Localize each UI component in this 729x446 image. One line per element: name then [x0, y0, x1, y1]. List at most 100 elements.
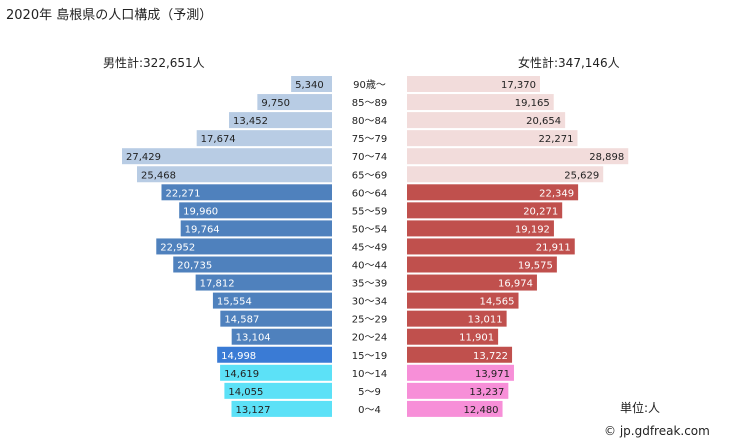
male-total-label: 男性計:322,651人 — [103, 56, 205, 70]
female-value-label: 13,722 — [473, 351, 508, 362]
male-bar — [156, 238, 332, 255]
age-group-label: 25～29 — [352, 315, 387, 326]
female-value-label: 13,971 — [475, 369, 510, 380]
female-bar — [407, 310, 507, 327]
female-bar — [407, 274, 537, 291]
male-bar — [161, 184, 332, 201]
male-value-label: 13,127 — [235, 405, 270, 416]
male-bar — [179, 202, 332, 219]
female-bar — [407, 112, 566, 129]
age-group-label: 75～79 — [352, 134, 387, 145]
female-bar — [407, 364, 514, 381]
female-bar — [407, 184, 579, 201]
age-group-label: 45～49 — [352, 242, 387, 253]
female-bar — [407, 292, 519, 309]
female-value-label: 11,901 — [459, 333, 494, 344]
age-group-label: 0～4 — [358, 405, 381, 416]
female-bar — [407, 382, 509, 399]
male-bar — [180, 220, 332, 237]
age-group-label: 60～64 — [352, 188, 387, 199]
female-value-label: 19,575 — [518, 261, 553, 272]
male-value-label: 19,960 — [183, 206, 218, 217]
female-bar — [407, 148, 629, 165]
male-bar — [220, 364, 332, 381]
female-value-label: 25,629 — [564, 170, 599, 181]
age-group-label: 10～14 — [352, 369, 387, 380]
female-value-label: 17,370 — [501, 80, 536, 91]
age-group-label: 35～39 — [352, 279, 387, 290]
male-bar — [231, 328, 332, 345]
male-bar — [220, 310, 332, 327]
age-group-label: 90歳～ — [353, 79, 386, 91]
age-group-label: 5～9 — [358, 387, 381, 398]
female-bar — [407, 130, 578, 147]
age-group-label: 40～44 — [352, 261, 387, 272]
female-value-label: 13,237 — [469, 387, 504, 398]
male-value-label: 25,468 — [141, 170, 176, 181]
female-value-label: 21,911 — [536, 242, 571, 253]
age-group-label: 85～89 — [352, 98, 387, 109]
age-group-label: 15～19 — [352, 351, 387, 362]
female-value-label: 19,165 — [515, 98, 550, 109]
female-bar — [407, 328, 499, 345]
age-group-label: 80～84 — [352, 116, 387, 127]
age-group-label: 50～54 — [352, 224, 387, 235]
female-value-label: 12,480 — [464, 405, 499, 416]
age-group-label: 70～74 — [352, 152, 387, 163]
age-group-label: 55～59 — [352, 206, 387, 217]
female-value-label: 16,974 — [498, 279, 533, 290]
male-value-label: 15,554 — [217, 297, 252, 308]
male-value-label: 14,998 — [221, 351, 256, 362]
male-value-label: 14,619 — [224, 369, 259, 380]
female-value-label: 22,349 — [539, 188, 574, 199]
age-group-label: 20～24 — [352, 333, 387, 344]
male-bar — [212, 292, 332, 309]
male-bar — [224, 382, 332, 399]
female-total-label: 女性計:347,146人 — [518, 56, 620, 70]
female-bar — [407, 220, 554, 237]
male-value-label: 22,952 — [160, 242, 195, 253]
female-value-label: 13,011 — [468, 315, 503, 326]
male-value-label: 27,429 — [126, 152, 161, 163]
male-value-label: 9,750 — [261, 98, 290, 109]
female-value-label: 22,271 — [539, 134, 574, 145]
male-value-label: 14,587 — [224, 315, 259, 326]
male-value-label: 19,764 — [185, 224, 220, 235]
female-bar — [407, 202, 563, 219]
male-bar — [291, 76, 332, 92]
male-bar — [196, 130, 332, 147]
female-bar — [407, 76, 540, 92]
female-bar — [407, 256, 557, 273]
female-bar — [407, 166, 604, 183]
male-value-label: 17,812 — [200, 279, 235, 290]
female-bar — [407, 346, 513, 363]
age-group-label: 30～34 — [352, 297, 387, 308]
female-value-label: 19,192 — [515, 224, 550, 235]
female-value-label: 20,654 — [526, 116, 561, 127]
source-credit: © jp.gdfreak.com — [604, 424, 710, 438]
female-bar — [407, 238, 575, 255]
female-value-label: 20,271 — [523, 206, 558, 217]
male-value-label: 17,674 — [201, 134, 236, 145]
male-value-label: 5,340 — [295, 80, 324, 91]
male-bar — [195, 274, 332, 291]
unit-label: 単位:人 — [620, 401, 661, 415]
male-value-label: 13,452 — [233, 116, 268, 127]
male-bar — [257, 94, 332, 111]
female-bar — [407, 400, 503, 417]
male-bar — [229, 112, 332, 129]
male-bar — [173, 256, 332, 273]
male-value-label: 14,055 — [228, 387, 263, 398]
chart-title: 2020年 島根県の人口構成（予測） — [6, 8, 213, 23]
female-bar — [407, 94, 554, 111]
male-bar — [137, 166, 332, 183]
male-value-label: 13,104 — [236, 333, 271, 344]
male-value-label: 22,271 — [165, 188, 200, 199]
age-group-label: 65～69 — [352, 170, 387, 181]
female-value-label: 14,565 — [480, 297, 515, 308]
female-value-label: 28,898 — [589, 152, 624, 163]
male-bar — [122, 148, 332, 165]
male-bar — [231, 400, 332, 417]
male-value-label: 20,735 — [177, 261, 212, 272]
